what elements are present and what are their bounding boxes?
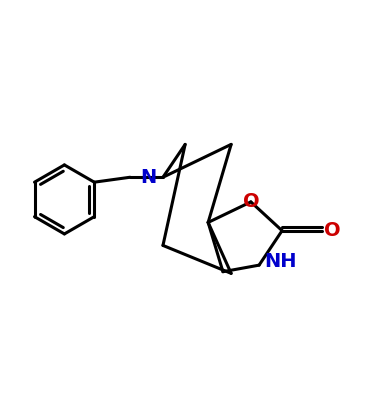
Text: NH: NH	[264, 253, 297, 272]
Text: N: N	[140, 168, 156, 187]
Text: O: O	[243, 192, 259, 211]
Text: O: O	[324, 221, 341, 240]
